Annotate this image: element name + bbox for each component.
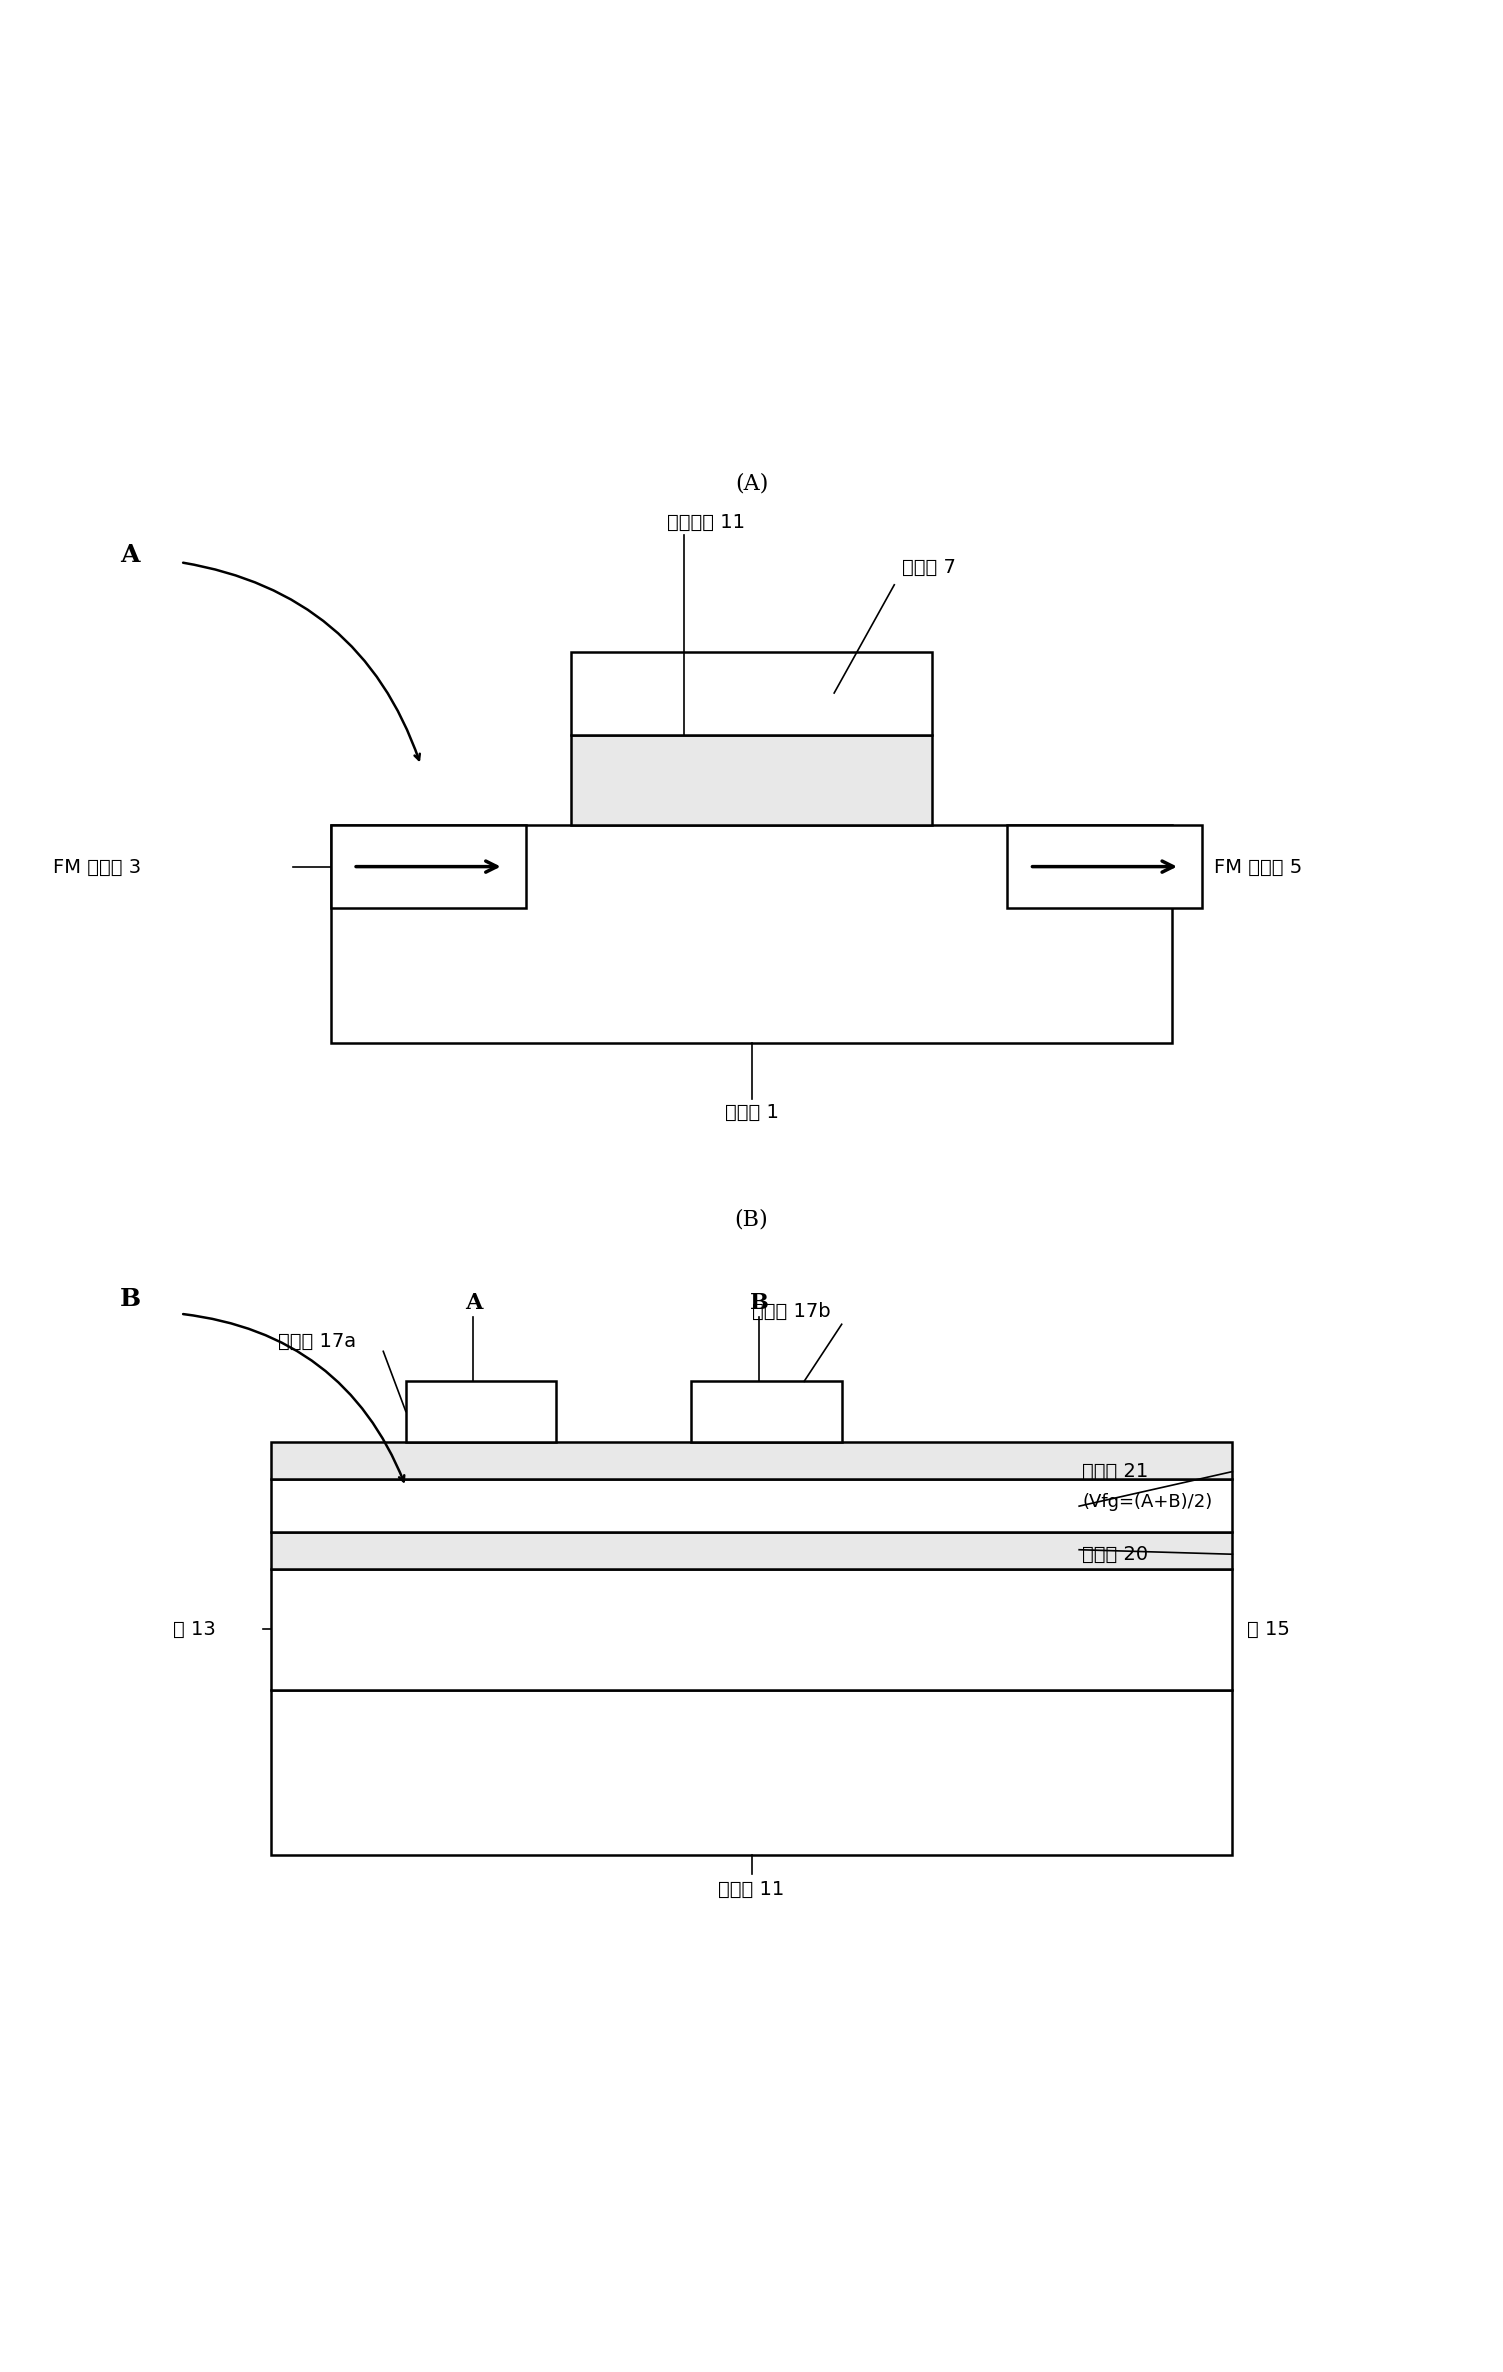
Text: (Vfg=(A+B)/2): (Vfg=(A+B)/2) xyxy=(1082,1492,1213,1511)
Text: A: A xyxy=(120,543,140,567)
Text: 栊络缘 20: 栊络缘 20 xyxy=(1082,1544,1148,1563)
Text: 栊电极 17a: 栊电极 17a xyxy=(278,1333,356,1352)
Bar xyxy=(331,825,1172,1044)
Bar xyxy=(571,735,932,825)
Bar xyxy=(271,1570,1232,1689)
Text: B: B xyxy=(750,1293,768,1314)
Text: 浮置栊 21: 浮置栊 21 xyxy=(1082,1461,1148,1480)
Text: (A): (A) xyxy=(735,472,768,493)
Bar xyxy=(271,1689,1232,1855)
Text: 栊电极 17b: 栊电极 17b xyxy=(752,1302,830,1321)
Text: 半导体 11: 半导体 11 xyxy=(718,1881,785,1900)
Text: 栊络缘体 11: 栊络缘体 11 xyxy=(667,512,745,531)
Bar xyxy=(571,652,932,735)
Text: FM 源电极 3: FM 源电极 3 xyxy=(53,859,141,878)
Bar xyxy=(1007,825,1202,908)
Bar xyxy=(271,1480,1232,1532)
Text: (B): (B) xyxy=(735,1210,768,1231)
Text: B: B xyxy=(120,1286,141,1312)
Text: A: A xyxy=(464,1293,482,1314)
Bar xyxy=(331,825,526,908)
Text: 半导体 1: 半导体 1 xyxy=(724,1103,779,1122)
Bar xyxy=(271,1442,1232,1480)
Text: 栊电极 7: 栊电极 7 xyxy=(902,557,956,576)
Bar xyxy=(271,1532,1232,1570)
Bar xyxy=(691,1381,842,1442)
Text: FM 漏电极 5: FM 漏电极 5 xyxy=(1214,859,1303,878)
Text: 漏 15: 漏 15 xyxy=(1247,1620,1291,1639)
Bar xyxy=(406,1381,556,1442)
Text: 源 13: 源 13 xyxy=(173,1620,215,1639)
